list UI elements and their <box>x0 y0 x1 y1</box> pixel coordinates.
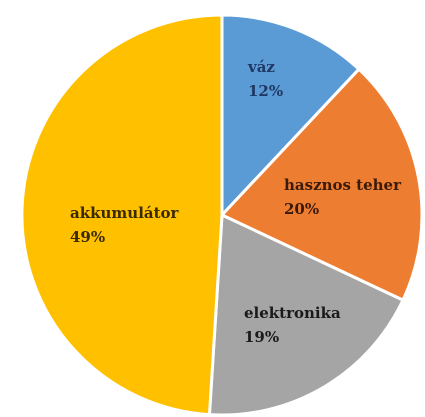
pie-slice-1 <box>220 67 424 302</box>
slice-percent-label: 49% <box>70 228 105 246</box>
slice-percent-label: 19% <box>244 328 279 346</box>
slice-percent-label: 12% <box>248 82 283 100</box>
pie-data-labels: váz 12% hasznos teher 20% elektronika 19% akku… <box>70 58 402 346</box>
slice-category-label: hasznos teher <box>284 176 402 194</box>
pie-slice-0 <box>220 13 361 217</box>
slice-category-label: akkumulátor <box>70 204 180 222</box>
pie-slice-2 <box>207 213 405 417</box>
pie-slice-3 <box>20 13 224 417</box>
pie-slices <box>20 13 424 417</box>
slice-category-label: elektronika <box>244 304 341 322</box>
slice-percent-label: 20% <box>284 200 319 218</box>
slice-category-label: váz <box>247 58 275 76</box>
